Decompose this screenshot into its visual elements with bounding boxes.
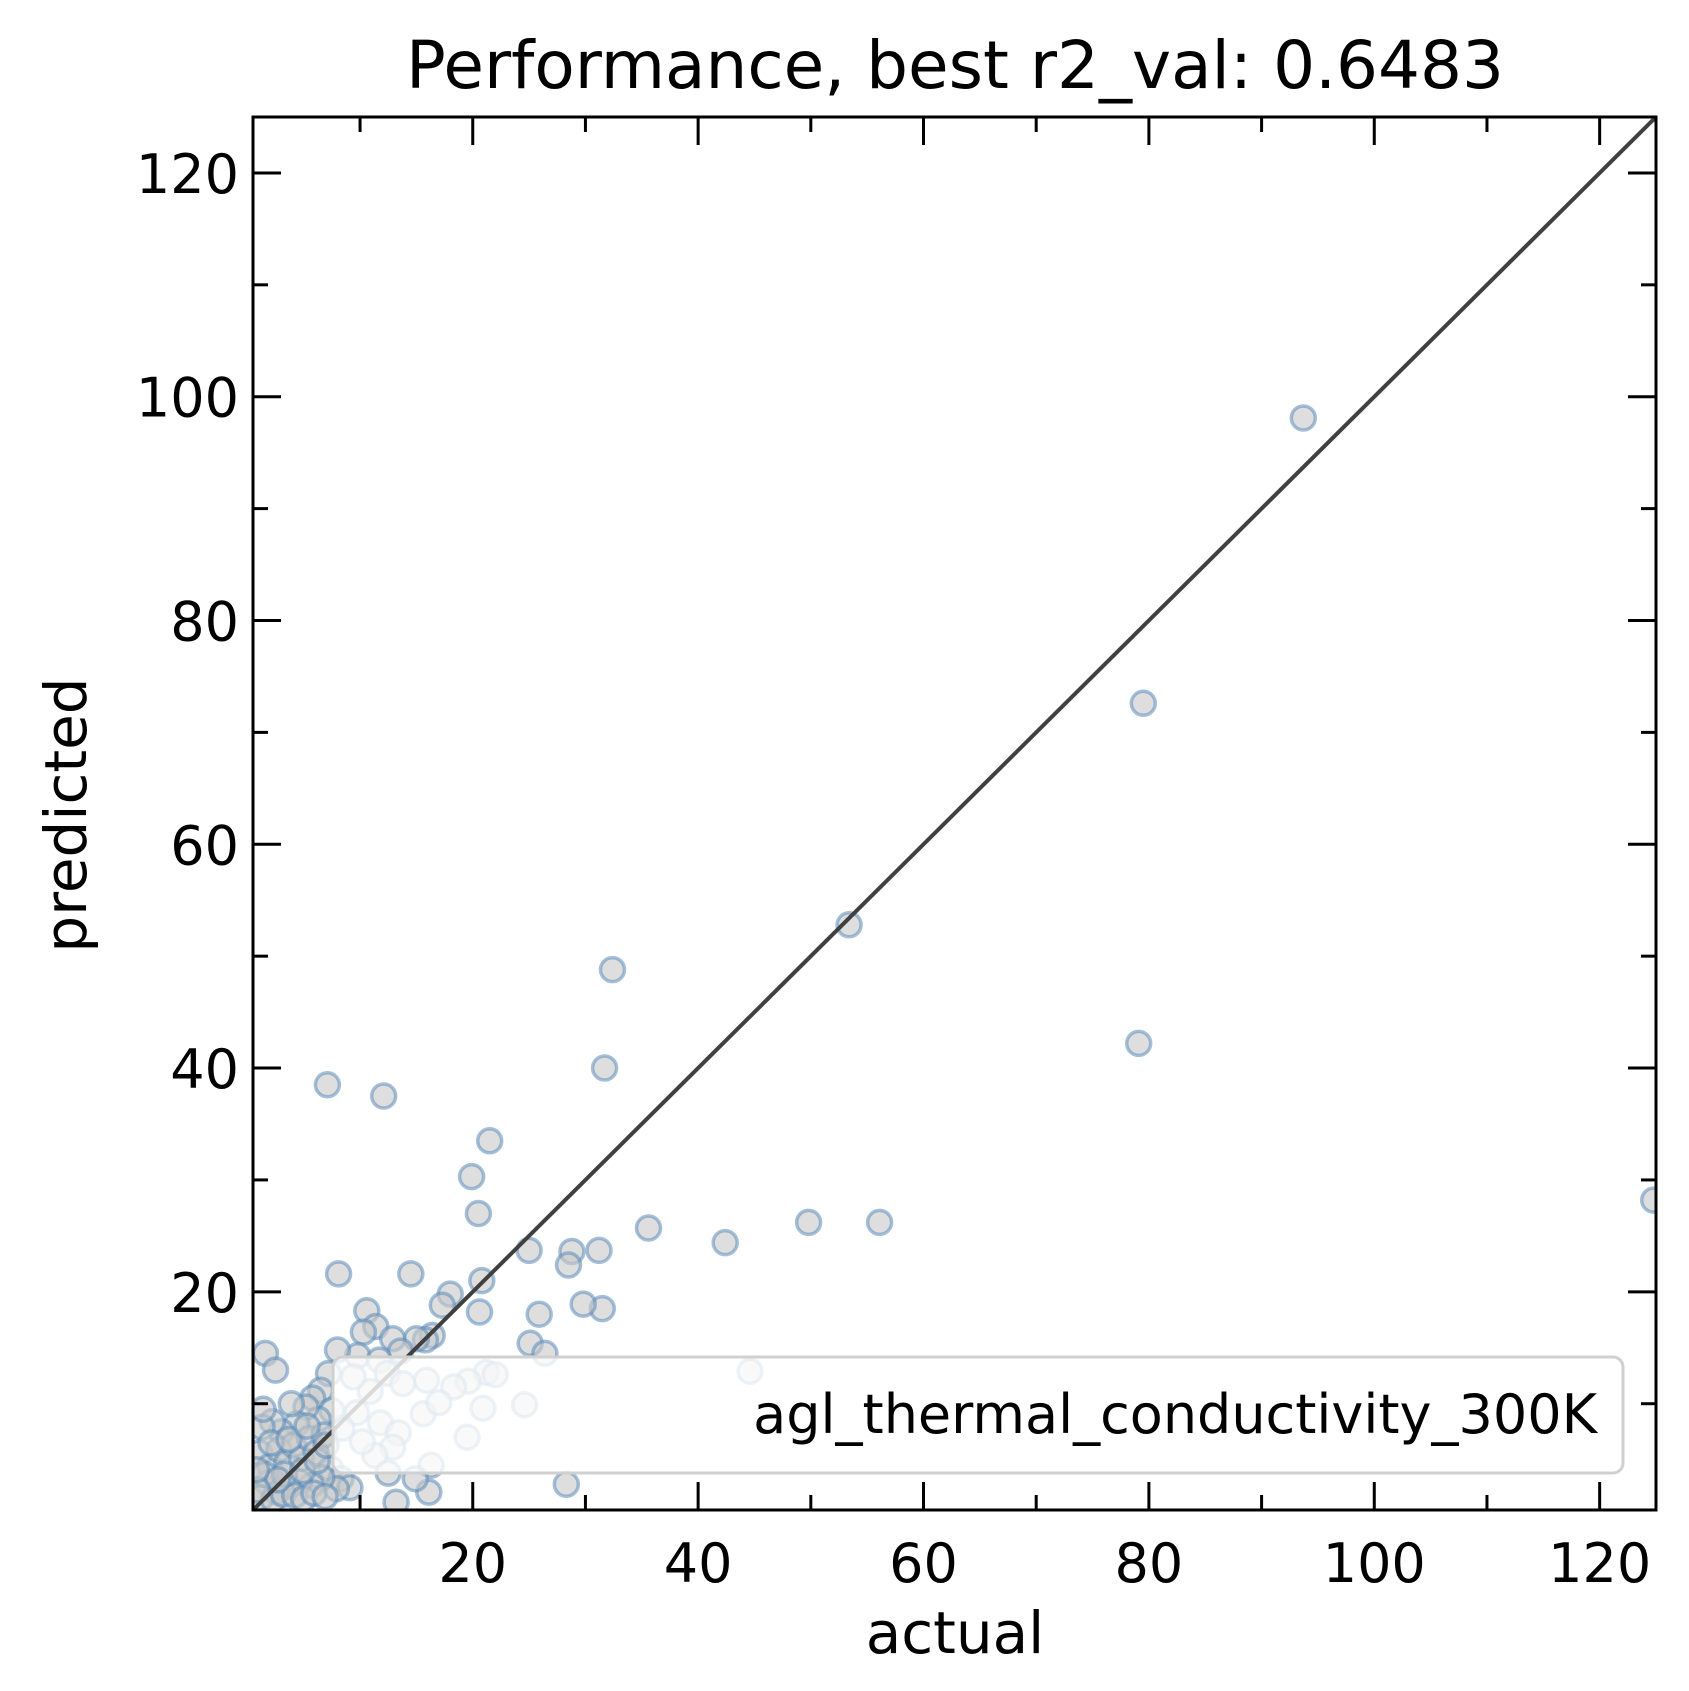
data-point <box>552 1470 581 1499</box>
legend: agl_thermal_conductivity_300K <box>331 1355 1625 1475</box>
data-point <box>1129 689 1158 718</box>
data-point <box>253 1395 277 1424</box>
chart-title: Performance, best r2_val: 0.6483 <box>406 27 1504 104</box>
data-point <box>865 1208 894 1237</box>
data-point <box>465 1298 494 1326</box>
data-point <box>569 1290 597 1318</box>
y-tick-label: 100 <box>136 367 239 430</box>
legend-label: agl_thermal_conductivity_300K <box>753 1383 1598 1446</box>
data-point <box>585 1236 613 1265</box>
x-tick-label: 100 <box>1323 1532 1426 1595</box>
x-tick-label: 20 <box>438 1532 507 1595</box>
x-tick-label: 60 <box>889 1532 958 1595</box>
data-point <box>1289 404 1318 432</box>
data-point <box>253 1455 271 1484</box>
data-point <box>313 1071 342 1099</box>
x-tick-label: 120 <box>1548 1532 1651 1595</box>
data-point <box>261 1356 290 1384</box>
axis-ticks <box>253 117 1656 1510</box>
data-point <box>475 1127 504 1155</box>
data-point <box>293 1412 321 1440</box>
y-tick-label: 60 <box>170 814 239 877</box>
data-point <box>457 1162 486 1191</box>
data-point <box>311 1482 339 1510</box>
data-point <box>369 1082 398 1110</box>
legend-box <box>331 1355 1625 1475</box>
data-point <box>794 1208 823 1237</box>
data-point <box>1124 1029 1153 1058</box>
data-point <box>634 1214 663 1242</box>
data-point <box>464 1199 493 1228</box>
y-axis-title: predicted <box>32 677 100 952</box>
data-point <box>554 1251 583 1279</box>
data-point <box>525 1300 553 1328</box>
data-point <box>598 955 627 984</box>
y-tick-label: 20 <box>170 1262 239 1325</box>
data-point <box>835 911 863 939</box>
data-point <box>428 1291 457 1319</box>
y-tick-label: 120 <box>136 143 239 206</box>
data-point <box>711 1228 739 1257</box>
data-point <box>275 1425 303 1454</box>
y-tick-label: 40 <box>170 1038 239 1101</box>
data-point <box>1639 1186 1656 1214</box>
identity-line <box>253 117 1656 1510</box>
plot-frame <box>251 115 1658 1512</box>
data-point <box>590 1054 619 1082</box>
x-axis-title: actual <box>866 1599 1045 1667</box>
x-tick-label: 80 <box>1115 1532 1184 1595</box>
axis-tick-labels: 20 40 60 80 100 120 20 40 60 80 100 120 <box>136 143 1651 1595</box>
y-tick-label: 80 <box>170 590 239 653</box>
data-point <box>397 1260 425 1288</box>
x-tick-label: 40 <box>664 1532 733 1595</box>
data-point <box>382 1488 410 1510</box>
data-point <box>349 1318 378 1346</box>
data-point <box>277 1389 306 1418</box>
data-point <box>324 1260 353 1288</box>
